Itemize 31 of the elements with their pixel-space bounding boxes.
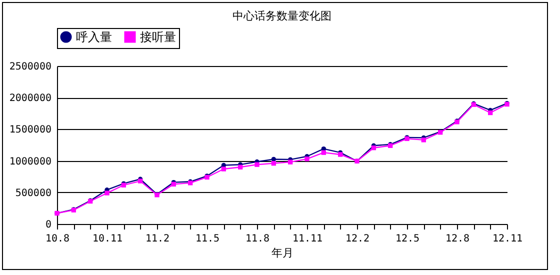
y-tick-label: 500000	[15, 188, 52, 199]
x-tick-label: 11.2	[145, 234, 170, 244]
point	[304, 156, 310, 162]
y-tick-label: 1000000	[9, 156, 52, 168]
chart-title: 中心话务数量变化图	[232, 10, 332, 22]
x-tick-label: 10.11	[92, 234, 123, 244]
point	[238, 164, 243, 170]
point	[221, 166, 226, 172]
point	[321, 150, 326, 155]
point	[288, 160, 293, 164]
x-tick-label: 12.2	[345, 234, 370, 244]
legend-label: 呼入量	[76, 30, 112, 44]
x-tick-label: 10.8	[45, 234, 70, 244]
point	[421, 138, 426, 142]
x-tick-label: 12.5	[395, 234, 420, 244]
point	[104, 190, 110, 196]
point	[254, 162, 260, 167]
x-tick-label: 12.8	[445, 234, 470, 244]
y-tick-label: 0	[45, 220, 52, 230]
x-tick-label: 11.8	[245, 234, 270, 244]
x-tick-label: 12.11	[492, 234, 523, 244]
point	[488, 110, 493, 116]
legend-label: 接听量	[140, 30, 176, 44]
x-tick-label: 11.5	[195, 234, 220, 244]
y-tick-label: 1500000	[9, 124, 52, 136]
x-tick-label: 11.11	[292, 234, 323, 244]
point	[271, 160, 276, 166]
point	[371, 146, 376, 150]
x-axis-title: 年月	[272, 246, 294, 260]
y-tick-label: 2000000	[9, 93, 52, 104]
y-tick-label: 2500000	[9, 62, 52, 72]
